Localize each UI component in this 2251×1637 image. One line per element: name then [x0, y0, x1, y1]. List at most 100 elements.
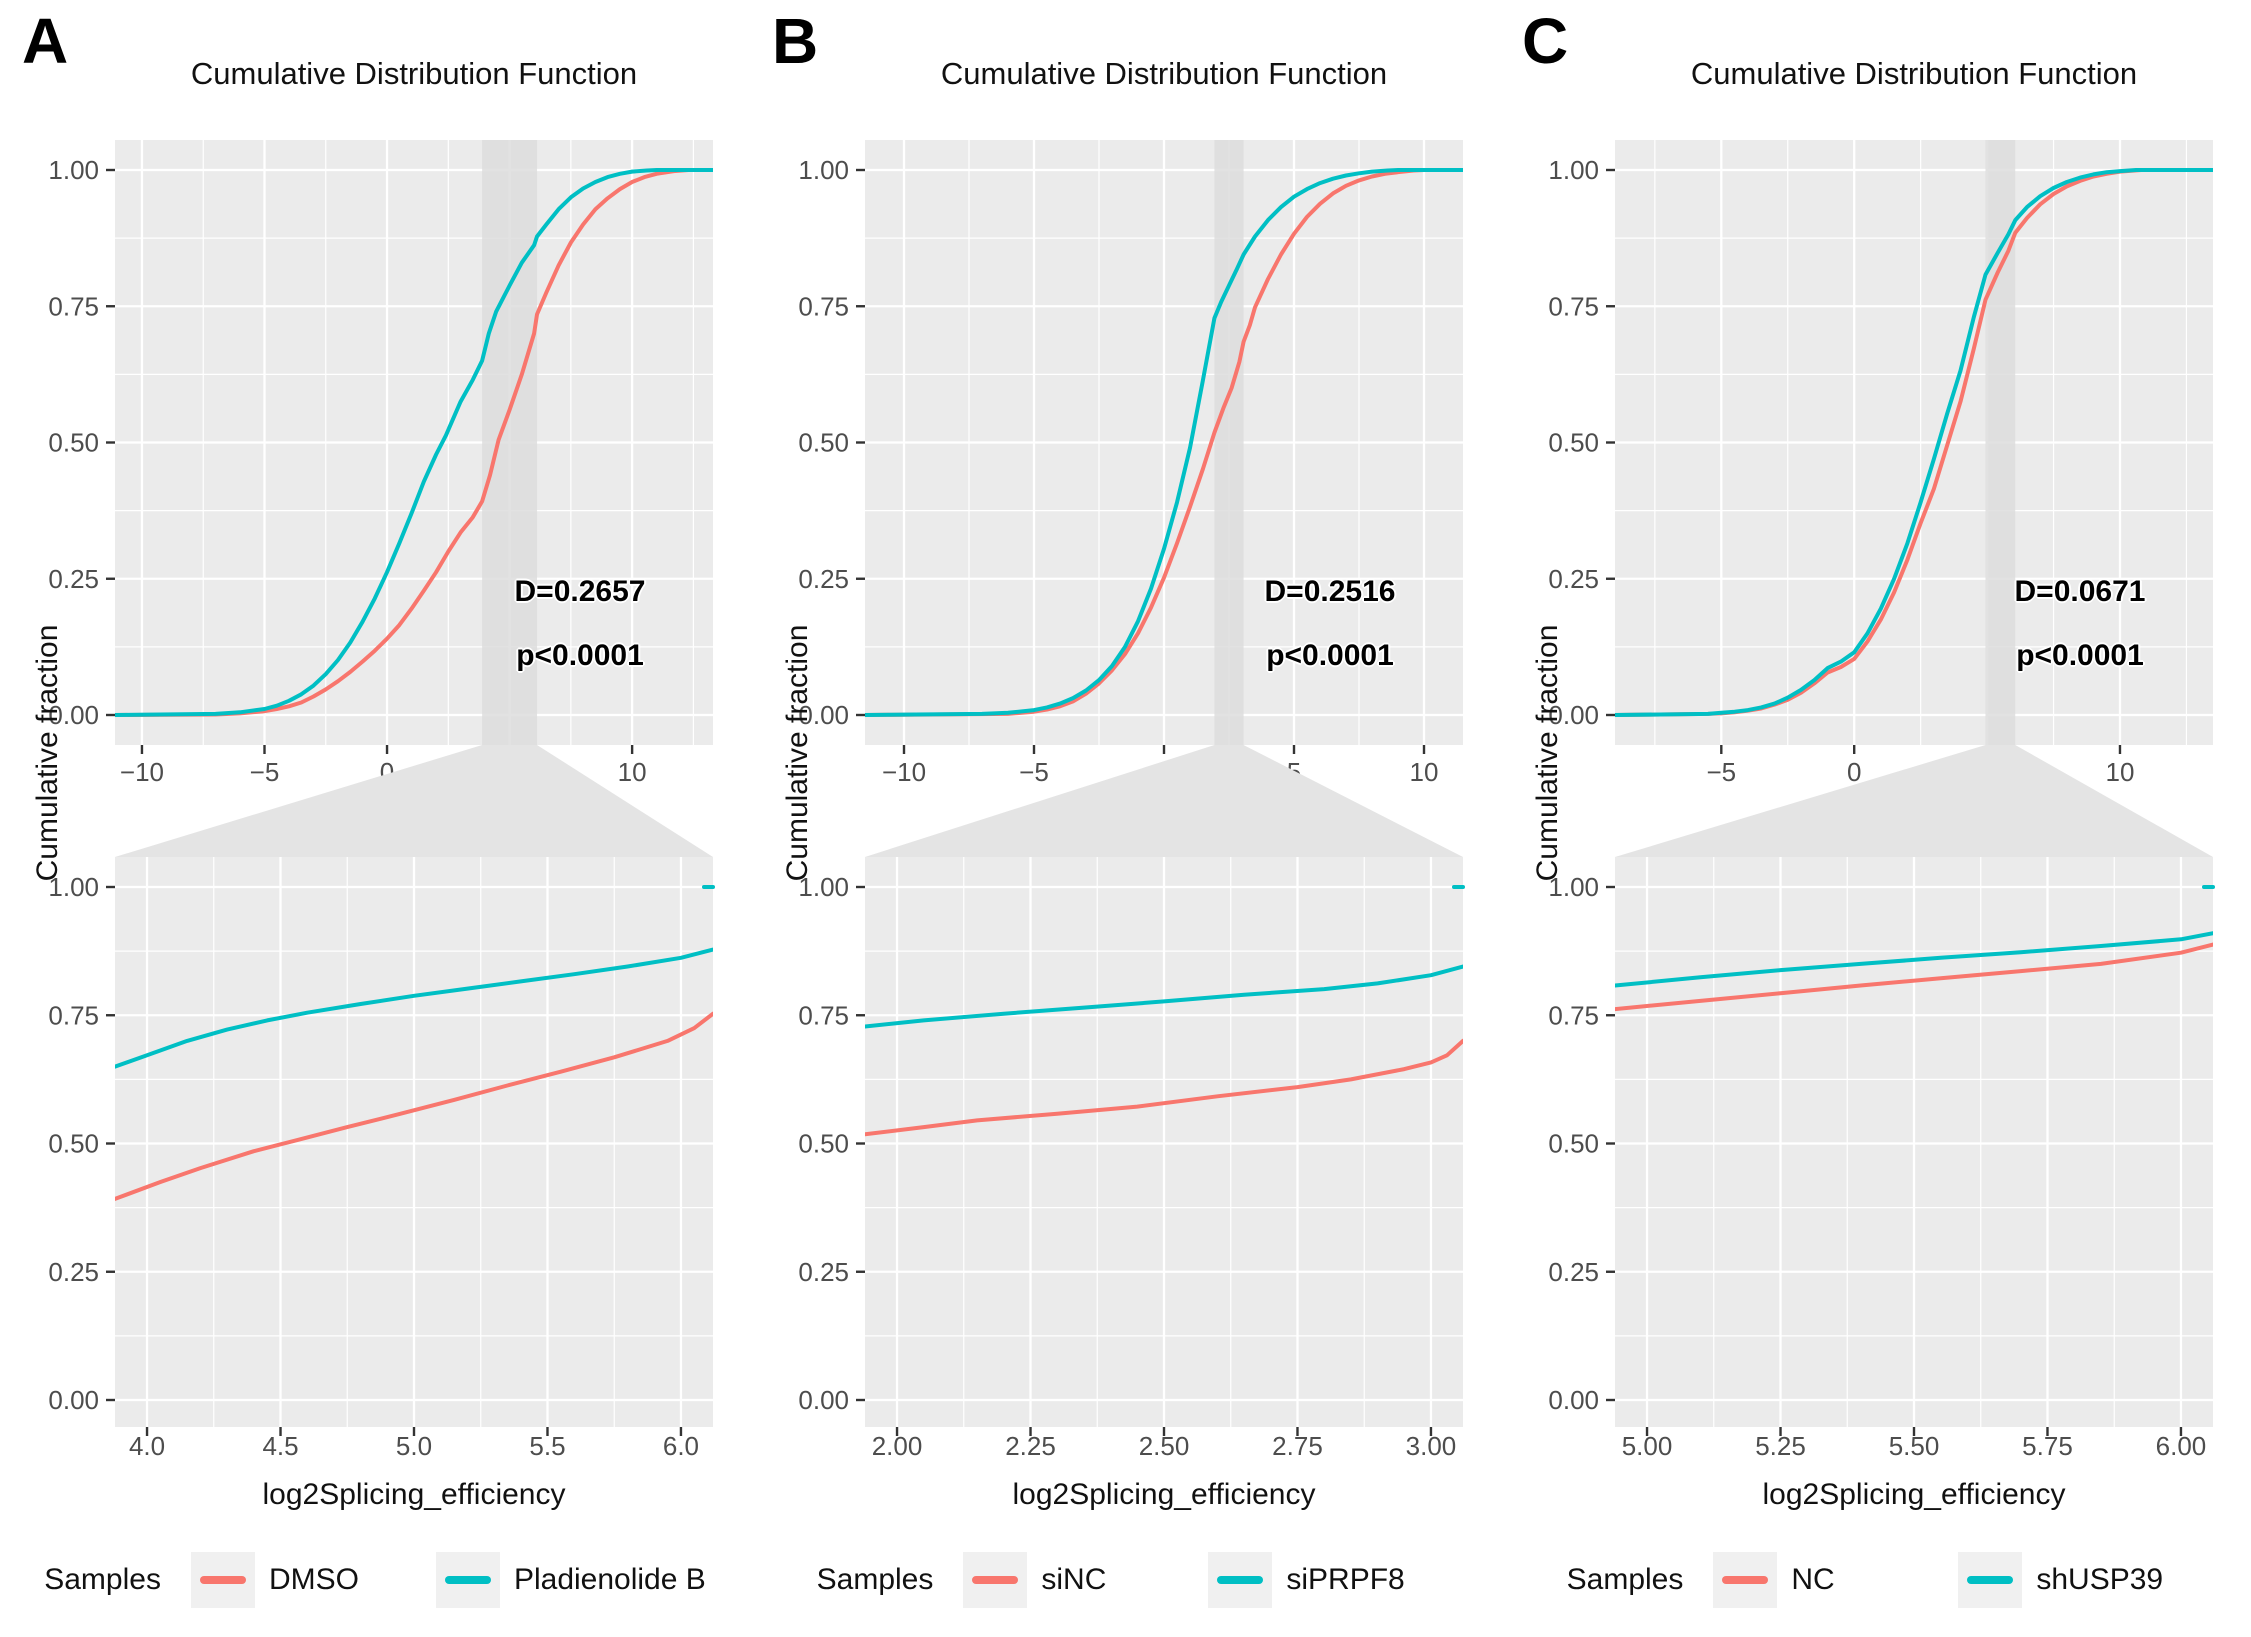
p-value: p<0.0001 — [1266, 639, 1394, 672]
d-statistic: D=0.2657 — [514, 575, 646, 608]
panel-letter: C — [1522, 5, 1570, 77]
legend-key-swatch — [1958, 1552, 2023, 1608]
legend-key-swatch — [963, 1552, 1028, 1608]
legend-item-label: siPRPF8 — [1286, 1563, 1405, 1596]
y-tick-label: 0.00 — [798, 1385, 849, 1415]
x-tick-label: 4.5 — [262, 1431, 298, 1461]
x-tick-label: 5.00 — [1622, 1431, 1673, 1461]
y-tick-label: 0.50 — [48, 1129, 99, 1159]
legend-item: NC — [1713, 1552, 1938, 1608]
ks-annotation: D=0.0671 p<0.0001 — [1925, 560, 2235, 688]
y-tick-label: 0.25 — [48, 1257, 99, 1287]
p-value: p<0.0001 — [516, 639, 644, 672]
legend-item-label: NC — [1791, 1563, 1835, 1596]
x-tick-label: 5.5 — [529, 1431, 565, 1461]
x-tick-label: 2.00 — [872, 1431, 923, 1461]
series-line-shusp39 — [1615, 168, 2213, 717]
y-tick-label: 0.75 — [798, 1000, 849, 1030]
y-tick-label: 0.00 — [48, 1385, 99, 1415]
zoom-plot-svg: 4.0 4.5 5.0 5.5 6.0 0.00 0.25 0.50 0.75 1.00 — [48, 857, 715, 1461]
zoom-funnel-shape — [1615, 745, 2213, 857]
panel-a: A Cumulative Distribution Function −10 −5… — [0, 0, 750, 1637]
legend-key-swatch — [435, 1552, 500, 1608]
x-tick-label: 6.0 — [663, 1431, 699, 1461]
main-plot-svg: −505100.000.250.500.751.00 — [1548, 140, 2213, 787]
legend-item-label: Pladienolide B — [513, 1563, 706, 1596]
legend-item: siNC — [963, 1552, 1188, 1608]
y-tick-label: 1.00 — [48, 155, 99, 185]
plot-title: Cumulative Distribution Function — [1690, 56, 2138, 91]
y-tick-label: 0.00 — [1548, 1385, 1599, 1415]
y-tick-label: 1.00 — [48, 872, 99, 902]
legend-item-label: DMSO — [268, 1563, 359, 1596]
series-line-sinc — [865, 168, 1463, 717]
x-tick-label: 2.50 — [1139, 1431, 1190, 1461]
x-tick-label: 4.0 — [129, 1431, 165, 1461]
y-tick-label: 1.00 — [1548, 155, 1599, 185]
y-tick-label: 0.50 — [1548, 428, 1599, 458]
x-tick-label: 3.00 — [1406, 1431, 1457, 1461]
legend-line-icon — [1967, 1576, 2014, 1584]
legend-title: Samples — [816, 1563, 934, 1596]
legend: Samples DMSO Pladienolide B — [0, 1552, 750, 1608]
zoom-funnel-shape — [865, 745, 1463, 857]
zoom-highlight-band — [482, 140, 538, 745]
d-statistic: D=0.0671 — [2014, 575, 2146, 608]
x-tick-label: −10 — [120, 757, 164, 787]
x-tick-label: 5.75 — [2022, 1431, 2073, 1461]
y-tick-label: 0.25 — [48, 564, 99, 594]
x-tick-label: 10 — [2106, 757, 2135, 787]
main-plot-svg: −10−505100.000.250.500.751.00 — [798, 140, 1463, 787]
legend-item-label: shUSP39 — [2036, 1563, 2164, 1596]
x-tick-label: 2.25 — [1005, 1431, 1056, 1461]
series-line-sinc — [865, 1038, 1463, 1137]
y-axis-label: Cumulative fraction — [31, 624, 64, 882]
series-line-siprpf8 — [865, 168, 1463, 717]
legend-item: shUSP39 — [1958, 1552, 2183, 1608]
x-tick-label: 6.00 — [2156, 1431, 2207, 1461]
legend-line-icon — [1722, 1576, 1769, 1584]
y-tick-label: 0.50 — [798, 1129, 849, 1159]
legend-item: Pladienolide B — [435, 1552, 706, 1608]
p-value: p<0.0001 — [2016, 639, 2144, 672]
panel-c: C Cumulative Distribution Function −5051… — [1500, 0, 2250, 1637]
zoom-funnel-connector — [1615, 745, 2213, 857]
series-line-siprpf8 — [865, 964, 1463, 1029]
plot-title: Cumulative Distribution Function — [940, 56, 1388, 91]
y-axis-label: Cumulative fraction — [1531, 624, 1564, 882]
y-tick-label: 0.75 — [1548, 291, 1599, 321]
zoom-plot-svg: 5.00 5.25 5.50 5.75 6.00 0.00 0.25 0.50 0.75 1.00 — [1548, 857, 2215, 1461]
zoom-funnel-connector — [865, 745, 1463, 857]
x-tick-label: −5 — [250, 757, 280, 787]
zoom-funnel-connector — [115, 745, 713, 857]
legend-key-swatch — [190, 1552, 255, 1608]
legend-item: siPRPF8 — [1208, 1552, 1433, 1608]
zoom-highlight-band — [1214, 140, 1244, 745]
x-tick-label: −5 — [1706, 757, 1736, 787]
legend-line-icon — [1217, 1576, 1264, 1584]
series-line-shusp39 — [1615, 931, 2213, 988]
x-tick-label: 5.25 — [1755, 1431, 1806, 1461]
series-line-dmso — [115, 168, 713, 717]
y-tick-label: 0.00 — [1548, 700, 1599, 730]
y-tick-label: 0.75 — [48, 291, 99, 321]
legend-key-swatch — [1208, 1552, 1273, 1608]
y-tick-label: 1.00 — [1548, 872, 1599, 902]
panel-letter: A — [22, 5, 70, 77]
y-tick-label: 0.00 — [48, 700, 99, 730]
x-tick-label: −5 — [1019, 757, 1049, 787]
legend-item-label: siNC — [1041, 1563, 1107, 1596]
legend-title: Samples — [1566, 1563, 1684, 1596]
panel-letter: B — [772, 5, 820, 77]
legend: Samples NC shUSP39 — [1500, 1552, 2250, 1608]
series-line-pladienolide-b — [115, 168, 713, 717]
y-tick-label: 1.00 — [798, 872, 849, 902]
y-tick-label: 0.25 — [798, 564, 849, 594]
y-tick-label: 0.00 — [798, 700, 849, 730]
panel-b: B Cumulative Distribution Function −10 −5… — [750, 0, 1500, 1637]
y-tick-label: 1.00 — [798, 155, 849, 185]
y-tick-label: 0.50 — [798, 428, 849, 458]
x-tick-label: 2.75 — [1272, 1431, 1323, 1461]
ks-annotation: D=0.2516 p<0.0001 — [1175, 560, 1485, 688]
